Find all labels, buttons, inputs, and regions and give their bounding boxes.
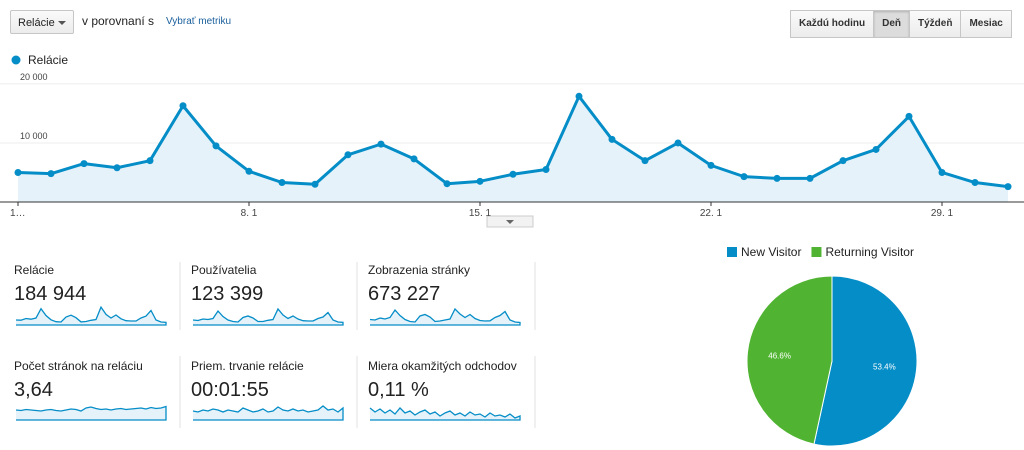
- sparkline: [15, 305, 167, 326]
- x-tick-label: 15. 1: [469, 208, 492, 219]
- time-button[interactable]: Týždeň: [909, 10, 962, 38]
- point: [839, 157, 847, 165]
- sparkline: [369, 307, 521, 326]
- metric-value: 184 944: [14, 283, 87, 305]
- slice-label: 53.4%: [873, 363, 896, 372]
- point: [245, 167, 253, 175]
- point: [542, 166, 550, 174]
- x-tick-label: 22. 1: [700, 208, 723, 219]
- pie-slice: [813, 275, 918, 447]
- metric-value: 673 227: [368, 283, 441, 305]
- metric-label: Miera okamžitých odchodov: [368, 359, 517, 373]
- y-tick-label: 10 000: [20, 131, 48, 141]
- point: [773, 174, 781, 182]
- time-button[interactable]: Každú hodinu: [790, 10, 875, 38]
- legend-swatch: [727, 247, 737, 257]
- metric-label: Priem. trvanie relácie: [191, 359, 304, 373]
- legend-marker: [11, 55, 21, 65]
- point: [80, 160, 88, 168]
- point: [575, 92, 583, 100]
- point: [212, 142, 220, 150]
- point: [938, 168, 946, 176]
- point: [806, 174, 814, 182]
- legend-label: Relácie: [28, 53, 68, 67]
- metric-select[interactable]: Relácie: [10, 10, 74, 34]
- point: [476, 177, 484, 185]
- point: [443, 180, 451, 188]
- point: [14, 168, 22, 176]
- legend-label: New Visitor: [741, 245, 801, 259]
- select-metric-link[interactable]: Vybrať metriku: [166, 16, 232, 27]
- point: [1004, 183, 1012, 191]
- compare-text: v porovnaní s: [82, 14, 155, 28]
- metric: Počet stránok na reláciu 3,64: [14, 359, 182, 402]
- metric-label: Počet stránok na reláciu: [14, 359, 143, 373]
- metric-label: Používatelia: [191, 263, 257, 277]
- legend-swatch: [811, 247, 822, 257]
- metric: Zobrazenia stránky 673 227: [368, 263, 536, 306]
- pie-slice: [746, 275, 833, 445]
- separators: [179, 262, 536, 428]
- y-tick-label: 20 000: [20, 72, 48, 82]
- sparkline: [192, 307, 344, 326]
- point: [146, 157, 154, 165]
- time-buttons: Každú hodinu Deň Týždeň Mesiac: [790, 10, 1012, 38]
- metric-label: Relácie: [14, 263, 55, 277]
- point: [47, 170, 55, 178]
- sparkline: [15, 405, 167, 421]
- metric-value: 0,11 %: [368, 379, 429, 401]
- slice-label: 46.6%: [768, 351, 791, 360]
- metric: Priem. trvanie relácie 00:01:55: [191, 359, 359, 402]
- point: [410, 155, 418, 163]
- point: [278, 179, 286, 187]
- point: [740, 173, 748, 181]
- point: [641, 157, 649, 165]
- point: [509, 170, 517, 178]
- point: [377, 140, 385, 148]
- metric-value: 123 399: [191, 283, 264, 305]
- point: [905, 112, 913, 120]
- x-tick-label: 1…: [10, 208, 26, 219]
- point: [707, 161, 715, 169]
- point: [971, 179, 979, 187]
- point: [113, 164, 121, 172]
- sparkline: [369, 407, 521, 421]
- metric: Relácie 184 944: [14, 263, 182, 306]
- x-tick-label: 8. 1: [241, 208, 258, 219]
- collapse-arrow: [506, 220, 514, 224]
- sparklines: [15, 305, 521, 421]
- point: [608, 135, 616, 143]
- x-tick-label: 29. 1: [931, 208, 954, 219]
- legend-label: Returning Visitor: [825, 245, 914, 259]
- metric: Miera okamžitých odchodov 0,11 %: [368, 359, 536, 402]
- metric-value: 3,64: [14, 379, 53, 401]
- point: [179, 102, 187, 110]
- point: [311, 180, 319, 188]
- point: [674, 139, 682, 147]
- time-button[interactable]: Mesiac: [960, 10, 1012, 38]
- sparkline: [192, 405, 344, 421]
- metric-label: Zobrazenia stránky: [368, 263, 471, 277]
- metric-value: 00:01:55: [191, 379, 269, 401]
- metric: Používatelia 123 399: [191, 263, 359, 306]
- area: [18, 96, 1008, 202]
- point: [344, 151, 352, 159]
- point: [872, 145, 880, 153]
